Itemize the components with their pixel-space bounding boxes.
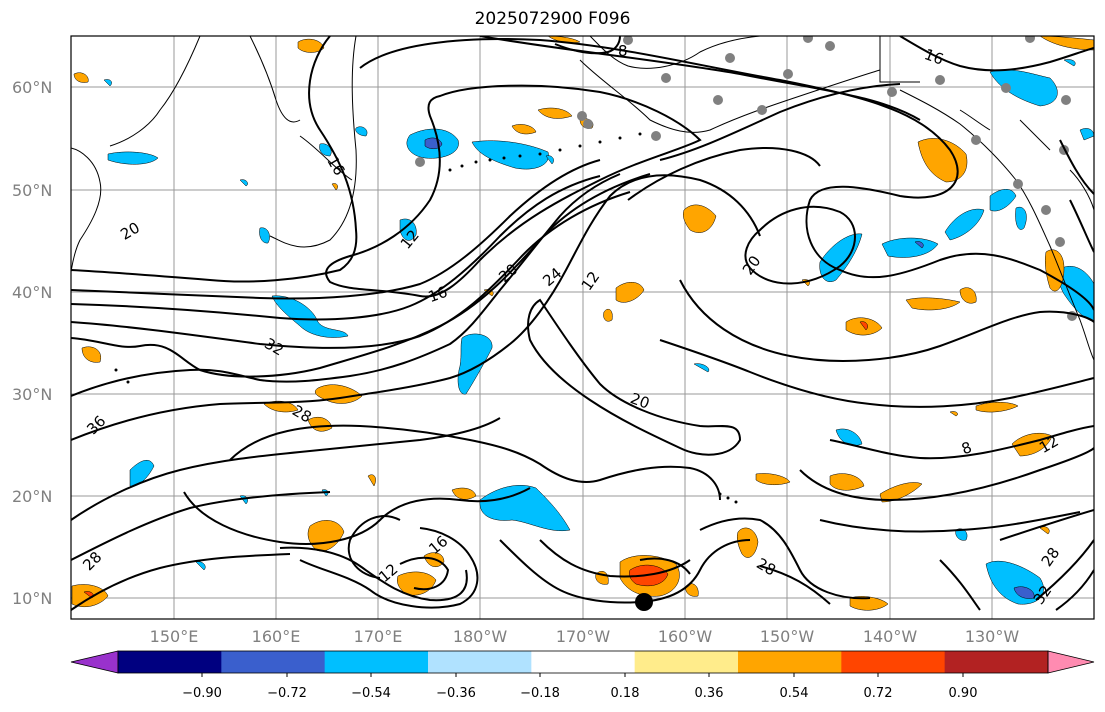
map-title: 2025072900 F096 <box>474 9 631 29</box>
colorbar-tick-label: 0.72 <box>864 686 893 701</box>
contour-label: 16 <box>922 45 946 68</box>
lon-label: 180°W <box>453 627 508 646</box>
colorbar-outline <box>117 650 1049 674</box>
contour-lines <box>71 36 1094 611</box>
coastlines <box>71 36 1094 361</box>
colorbar <box>70 650 1095 677</box>
colorbar-tick-label: −0.18 <box>520 686 560 701</box>
colorbar-tick-label: −0.54 <box>351 686 391 701</box>
colorbar-tick-labels: −0.90 −0.72 −0.54 −0.36 −0.18 0.18 0.36 … <box>182 686 977 701</box>
lon-label: 130°W <box>965 627 1020 646</box>
colorbar-segment <box>531 651 636 673</box>
island-chain <box>114 132 738 504</box>
colorbar-tick-label: −0.90 <box>182 686 222 701</box>
colorbar-tick-label: 0.90 <box>949 686 978 701</box>
lon-label: 160°W <box>658 627 713 646</box>
negative-anomaly-shading <box>103 59 1094 605</box>
colorbar-extend-max <box>1047 650 1095 674</box>
contour-label: 8 <box>618 42 628 60</box>
lat-label: 10°N <box>12 589 52 608</box>
colorbar-tick-label: −0.72 <box>267 686 307 701</box>
positive-anomaly-shading <box>71 36 1094 611</box>
colorbar-segment <box>428 651 532 673</box>
lat-label: 60°N <box>12 78 52 97</box>
lon-label: 140°W <box>863 627 918 646</box>
longitude-labels: 150°E 160°E 170°E 180°W 170°W 160°W 150°… <box>150 627 1020 646</box>
colorbar-segment <box>118 651 222 673</box>
lon-label: 170°E <box>354 627 403 646</box>
lat-label: 30°N <box>12 385 52 404</box>
colorbar-extend-min <box>70 650 119 674</box>
lon-label: 150°W <box>760 627 815 646</box>
lon-label: 160°E <box>252 627 301 646</box>
lat-label: 40°N <box>12 283 52 302</box>
colorbar-segment <box>324 651 429 673</box>
lon-label: 170°W <box>556 627 611 646</box>
colorbar-segment <box>944 651 1049 673</box>
colorbar-tick-label: 0.36 <box>695 686 724 701</box>
colorbar-segment <box>841 651 946 673</box>
colorbar-segment <box>738 651 842 673</box>
map-frame <box>70 35 1095 620</box>
latitude-labels: 60°N 50°N 40°N 30°N 20°N 10°N <box>12 78 52 608</box>
lon-label: 150°E <box>150 627 199 646</box>
station-markers <box>415 36 1077 321</box>
colorbar-segment <box>221 651 326 673</box>
colorbar-tick-label: −0.36 <box>436 686 476 701</box>
colorbar-segment <box>634 651 739 673</box>
colorbar-tick-label: 0.18 <box>611 686 640 701</box>
lat-label: 20°N <box>12 487 52 506</box>
colorbar-tick-label: 0.54 <box>780 686 809 701</box>
contour-label: 16 <box>426 283 450 306</box>
contour-label: 20 <box>628 389 652 412</box>
lat-label: 50°N <box>12 181 52 200</box>
